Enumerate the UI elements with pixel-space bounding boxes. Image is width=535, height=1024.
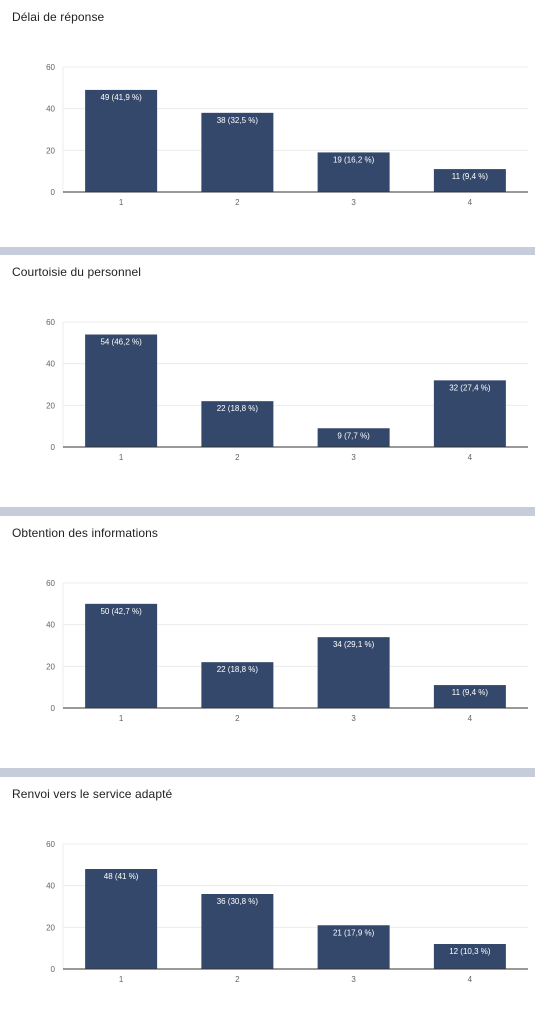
bar-data-label: 11 (9,4 %) xyxy=(452,688,489,697)
bar xyxy=(201,401,274,447)
bar-data-label: 50 (42,7 %) xyxy=(100,607,142,616)
bar-data-label: 34 (29,1 %) xyxy=(333,640,375,649)
y-tick-label: 60 xyxy=(46,840,55,849)
bar-chart: 0 20 40 60 50 (42,7 %) 1 22 (18,8 %) 2 34 (29,1 … xyxy=(46,579,528,723)
x-tick-label: 4 xyxy=(468,714,473,723)
bar xyxy=(433,380,506,447)
x-tick-label: 4 xyxy=(468,975,473,984)
bar xyxy=(85,334,158,447)
bar-chart: 0 20 40 60 49 (41,9 %) 1 38 (32,5 %) 2 19 (16,2 … xyxy=(46,63,528,207)
bar xyxy=(201,662,274,708)
bar xyxy=(85,89,158,192)
section-divider xyxy=(0,246,535,255)
y-tick-label: 20 xyxy=(46,923,55,932)
x-tick-label: 4 xyxy=(468,453,473,462)
chart-title: Délai de réponse xyxy=(12,10,105,24)
x-tick-label: 2 xyxy=(235,453,240,462)
y-tick-label: 20 xyxy=(46,146,55,155)
chart-panel: Obtention des informations 0 20 40 60 50 (42,… xyxy=(0,516,535,763)
bar xyxy=(317,637,390,708)
chart-title: Courtoisie du personnel xyxy=(12,265,142,279)
x-tick-label: 1 xyxy=(119,198,124,207)
bar-data-label: 38 (32,5 %) xyxy=(217,116,259,125)
bar-data-label: 19 (16,2 %) xyxy=(333,155,375,164)
bar-data-label: 49 (41,9 %) xyxy=(100,93,142,102)
bar-data-label: 12 (10,3 %) xyxy=(449,947,491,956)
bar xyxy=(201,894,274,969)
chart-title: Obtention des informations xyxy=(12,526,159,540)
x-tick-label: 1 xyxy=(119,453,124,462)
bar xyxy=(85,869,158,969)
chart-panel: Renvoi vers le service adapté 0 20 40 60 48 (… xyxy=(0,777,535,1024)
x-tick-label: 2 xyxy=(235,198,240,207)
bar xyxy=(433,169,506,192)
y-tick-label: 40 xyxy=(46,105,55,114)
bar-data-label: 32 (27,4 %) xyxy=(449,383,491,392)
y-tick-label: 20 xyxy=(46,401,55,410)
y-tick-label: 60 xyxy=(46,63,55,72)
y-tick-label: 0 xyxy=(51,443,56,452)
y-tick-label: 60 xyxy=(46,579,55,588)
x-tick-label: 2 xyxy=(235,714,240,723)
y-tick-label: 60 xyxy=(46,318,55,327)
bar-data-label: 22 (18,8 %) xyxy=(217,665,259,674)
x-tick-label: 1 xyxy=(119,714,124,723)
bar-data-label: 36 (30,8 %) xyxy=(217,897,259,906)
section-divider xyxy=(0,507,535,516)
x-tick-label: 3 xyxy=(351,453,356,462)
x-tick-label: 3 xyxy=(351,975,356,984)
y-tick-label: 40 xyxy=(46,621,55,630)
bar-data-label: 11 (9,4 %) xyxy=(452,172,489,181)
x-tick-label: 3 xyxy=(351,714,356,723)
x-tick-label: 3 xyxy=(351,198,356,207)
bar xyxy=(201,112,274,192)
bar xyxy=(317,925,390,969)
bar xyxy=(317,428,390,447)
x-tick-label: 4 xyxy=(468,198,473,207)
bar xyxy=(433,685,506,708)
y-tick-label: 0 xyxy=(51,965,56,974)
y-tick-label: 0 xyxy=(51,188,56,197)
x-tick-label: 1 xyxy=(119,975,124,984)
bar-data-label: 22 (18,8 %) xyxy=(217,404,259,413)
bar xyxy=(85,603,158,708)
chart-panel: Délai de réponse 0 20 40 60 49 (41,9 %) 1 38 (3… xyxy=(0,0,535,247)
bar xyxy=(317,152,390,192)
chart-panel: Courtoisie du personnel 0 20 40 60 54 (46,2 %… xyxy=(0,255,535,502)
x-tick-label: 2 xyxy=(235,975,240,984)
y-tick-label: 0 xyxy=(51,704,56,713)
bar-chart: 0 20 40 60 48 (41 %) 1 36 (30,8 %) 2 21 (17,9 %)… xyxy=(46,840,528,984)
bar-data-label: 48 (41 %) xyxy=(104,872,139,881)
section-divider xyxy=(0,768,535,777)
y-tick-label: 40 xyxy=(46,882,55,891)
bar-chart: 0 20 40 60 54 (46,2 %) 1 22 (18,8 %) 2 9 (7,7 %)… xyxy=(46,318,528,462)
bar xyxy=(433,944,506,969)
chart-title: Renvoi vers le service adapté xyxy=(12,787,173,801)
y-tick-label: 20 xyxy=(46,662,55,671)
bar-data-label: 54 (46,2 %) xyxy=(100,338,142,347)
y-tick-label: 40 xyxy=(46,360,55,369)
bar-data-label: 21 (17,9 %) xyxy=(333,928,375,937)
bar-data-label: 9 (7,7 %) xyxy=(337,431,370,440)
